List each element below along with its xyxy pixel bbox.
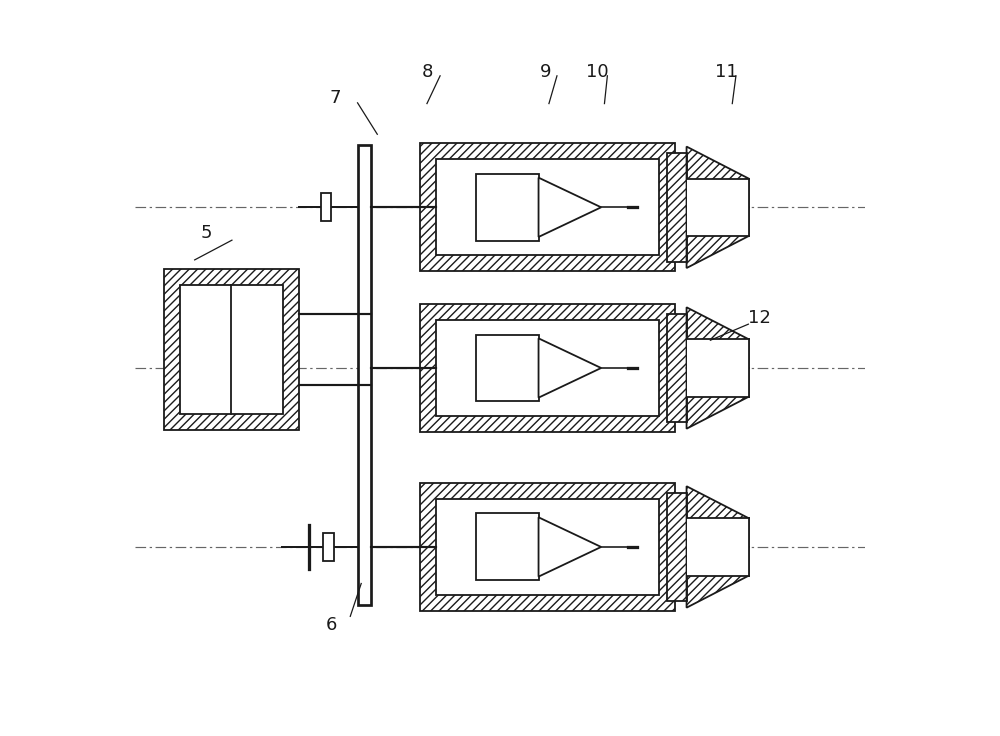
Bar [659,304,675,432]
Bar [358,145,371,606]
Polygon shape [687,547,749,608]
Bar [687,339,749,397]
Text: 9: 9 [540,63,552,81]
Bar [667,492,687,547]
Bar [180,286,283,414]
Bar [667,208,687,261]
Bar [436,160,659,255]
Bar [420,304,675,432]
Text: 5: 5 [201,224,212,242]
Bar [164,269,299,430]
Bar [420,595,675,611]
Bar [420,304,436,432]
Bar [283,269,299,430]
Bar [436,160,659,255]
Bar [164,414,299,430]
Bar [420,416,675,432]
Bar [476,334,539,402]
Bar [420,255,675,272]
Bar [323,533,334,561]
Bar [436,320,659,416]
Bar [420,144,675,160]
Polygon shape [687,486,749,547]
Polygon shape [687,208,749,268]
Bar [667,314,687,368]
Bar [436,499,659,595]
Bar [164,269,180,430]
Polygon shape [539,339,601,397]
Bar [180,286,283,414]
Bar [164,269,299,286]
Bar [420,483,675,611]
Bar [321,194,331,222]
Text: 12: 12 [748,309,771,328]
Bar [420,144,675,272]
Bar [358,145,371,606]
Bar [667,314,687,422]
Bar [687,179,749,236]
Bar [420,144,675,272]
Bar [420,144,436,272]
Bar [687,518,749,576]
Bar [667,153,687,208]
Bar [667,492,687,601]
Bar [436,499,659,595]
Polygon shape [687,146,749,208]
Polygon shape [687,368,749,428]
Text: 6: 6 [326,616,338,634]
Bar [667,153,687,261]
Bar [659,144,675,272]
Polygon shape [687,308,749,368]
Bar [476,174,539,241]
Bar [164,269,299,430]
Polygon shape [539,517,601,576]
Bar [420,483,675,611]
Bar [436,320,659,416]
Polygon shape [539,177,601,237]
Text: 7: 7 [330,89,341,107]
Text: 10: 10 [586,63,609,81]
Bar [420,483,436,611]
Bar [420,483,675,499]
Text: 8: 8 [422,63,433,81]
Bar [476,514,539,581]
Bar [667,547,687,601]
Bar [667,368,687,422]
Bar [420,304,675,432]
Text: 11: 11 [715,63,738,81]
Bar [420,304,675,320]
Bar [659,483,675,611]
